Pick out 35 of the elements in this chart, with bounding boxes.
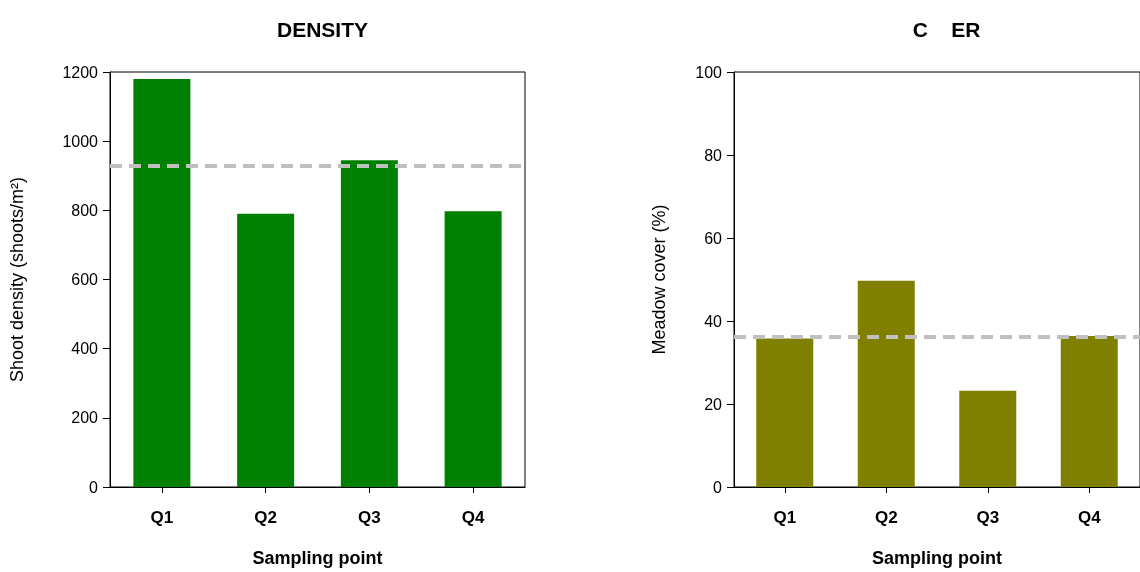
bar — [959, 390, 1017, 487]
chart-title: C ER — [912, 18, 981, 41]
x-tick-label: Q1 — [150, 508, 174, 527]
y-tick-label: 20 — [704, 395, 723, 413]
y-axis-title: Shoot density (shoots/m²) — [7, 176, 27, 383]
chart-title: DENSITY — [276, 18, 369, 41]
bar — [340, 160, 398, 487]
y-tick-label: 600 — [71, 271, 99, 288]
x-axis-title: Sampling point — [252, 548, 383, 568]
y-axis-title: Meadow cover (%) — [649, 204, 669, 355]
x-tick-label: Q4 — [461, 508, 485, 527]
x-tick-label: Q4 — [1077, 508, 1102, 527]
x-tick-label: Q2 — [874, 508, 898, 527]
bar — [1060, 335, 1118, 487]
bar — [857, 280, 915, 487]
y-tick-label: 1200 — [62, 63, 99, 81]
x-tick-label: Q1 — [773, 508, 797, 527]
y-tick-label: 800 — [71, 201, 99, 219]
y-tick-label: 0 — [713, 478, 723, 496]
y-tick-label: 1000 — [62, 132, 99, 150]
y-tick-label: 60 — [704, 229, 723, 247]
y-tick-label: 40 — [704, 312, 723, 330]
y-tick-label: 80 — [704, 146, 723, 164]
x-tick-label: Q3 — [976, 508, 1000, 527]
x-axis-title: Sampling point — [872, 548, 1002, 568]
bar — [444, 211, 502, 487]
y-tick-label: 400 — [71, 340, 99, 358]
y-tick-label: 100 — [695, 63, 723, 81]
y-tick-label: 0 — [89, 478, 99, 496]
y-tick-label: 200 — [71, 409, 99, 427]
x-tick-label: Q2 — [254, 508, 277, 527]
bar — [133, 78, 191, 487]
x-tick-label: Q3 — [358, 508, 381, 527]
bar — [237, 213, 295, 487]
bar — [756, 338, 814, 487]
